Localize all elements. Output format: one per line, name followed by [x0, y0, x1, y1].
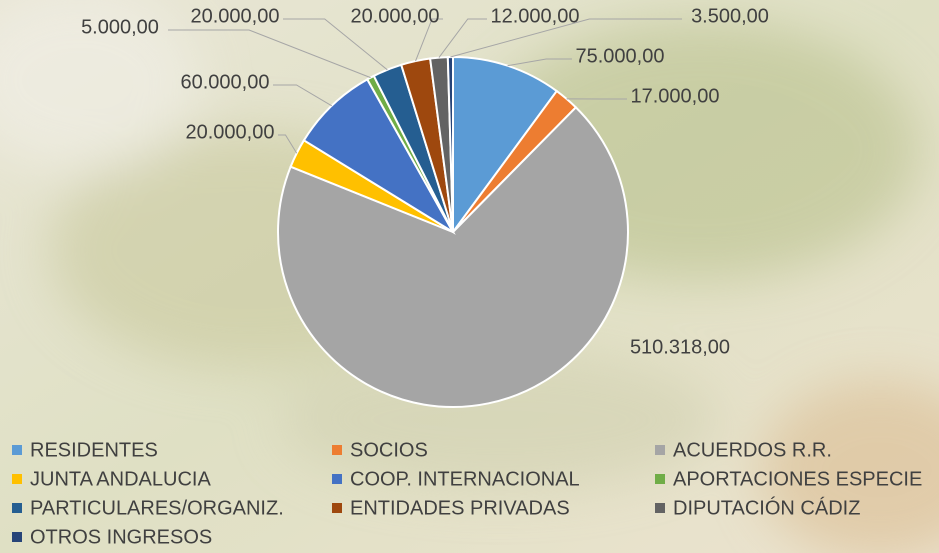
legend-label: JUNTA ANDALUCIA	[30, 468, 211, 490]
legend-label: COOP. INTERNACIONAL	[350, 468, 580, 490]
legend-swatch	[655, 503, 665, 513]
data-label: 20.000,00	[351, 5, 440, 27]
legend-swatch	[12, 503, 22, 513]
data-label: 12.000,00	[491, 5, 580, 27]
leader-line	[415, 18, 443, 62]
leader-line	[507, 58, 572, 67]
legend-label: SOCIOS	[350, 439, 428, 461]
legend-label: ENTIDADES PRIVADAS	[350, 497, 570, 519]
legend-label: OTROS INGRESOS	[30, 526, 212, 548]
data-label: 60.000,00	[181, 71, 270, 93]
data-label: 3.500,00	[691, 5, 769, 27]
legend-label: DIPUTACIÓN CÁDIZ	[673, 496, 860, 519]
legend-swatch	[332, 474, 342, 484]
leader-line	[273, 84, 332, 107]
legend-swatch	[12, 532, 22, 542]
legend-swatch	[332, 503, 342, 513]
data-label: 20.000,00	[186, 121, 275, 143]
pie-slice	[277, 105, 629, 408]
leader-line	[278, 134, 298, 154]
legend-swatch	[12, 445, 22, 455]
legend-label: PARTICULARES/ORGANIZ.	[30, 497, 284, 519]
pie-slice	[452, 55, 559, 236]
legend-swatch	[12, 474, 22, 484]
data-label: 5.000,00	[81, 16, 159, 38]
legend-label: ACUERDOS R.R.	[673, 439, 832, 461]
legend-swatch	[332, 445, 342, 455]
leader-line	[168, 29, 371, 79]
pie-slice	[302, 78, 456, 235]
leader-line	[450, 18, 682, 58]
data-label: 510.318,00	[630, 336, 730, 358]
legend-label: RESIDENTES	[30, 439, 158, 461]
leader-line	[283, 18, 388, 71]
leader-line	[438, 18, 487, 58]
data-label: 20.000,00	[191, 5, 280, 27]
legend-swatch	[655, 474, 665, 484]
data-label: 75.000,00	[576, 45, 665, 67]
data-label: 17.000,00	[631, 85, 720, 107]
legend-label: APORTACIONES ESPECIE	[673, 468, 922, 490]
legend-swatch	[655, 445, 665, 455]
